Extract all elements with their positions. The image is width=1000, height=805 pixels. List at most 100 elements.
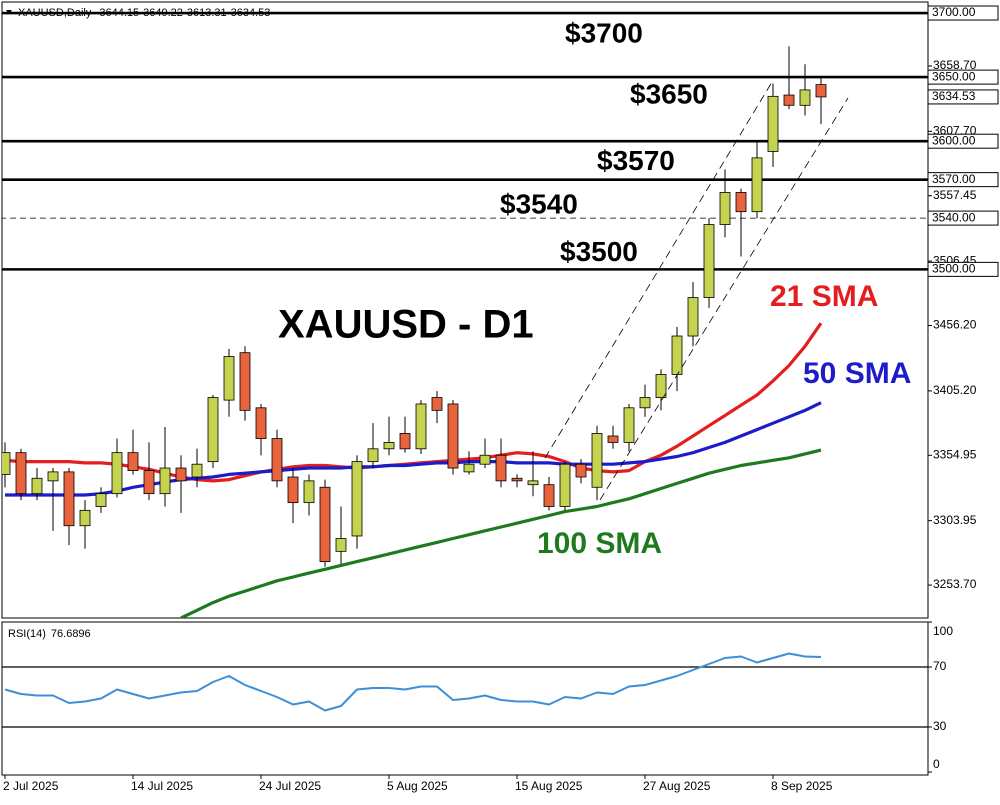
candle-body xyxy=(383,442,395,450)
candle-body xyxy=(799,89,811,106)
y-tick-label: 3456.20 xyxy=(933,318,977,332)
y-tick-label: 3405.20 xyxy=(933,383,977,397)
price-plot xyxy=(2,11,928,618)
candle-body xyxy=(735,192,747,213)
candle-body xyxy=(47,471,59,482)
candle-body xyxy=(271,438,283,482)
x-tick-label: 15 Aug 2025 xyxy=(515,779,583,793)
candle-body xyxy=(303,480,315,504)
candle-body xyxy=(719,192,731,225)
candle-body xyxy=(415,403,427,450)
level-label: 3540.00 xyxy=(932,210,976,224)
candle-body xyxy=(767,95,779,152)
y-tick-label: 3354.95 xyxy=(933,447,977,461)
candle-body xyxy=(783,94,795,106)
candle-body xyxy=(255,407,267,439)
candle-body xyxy=(127,452,139,472)
level-label: 3600.00 xyxy=(932,133,976,147)
y-tick-label: 3658.70 xyxy=(933,58,977,72)
candle-body xyxy=(687,297,699,337)
overlay: XAUUSD,Daily 3644.15 3649.22 3613.31 3634.53… xyxy=(3,5,999,793)
candle-body xyxy=(479,454,491,465)
level-annotation: $3570 xyxy=(597,145,675,176)
price-pane xyxy=(1,1,929,619)
candle-body xyxy=(63,471,75,527)
candle-body xyxy=(607,435,619,443)
level-label-box xyxy=(927,210,999,226)
level-label-box xyxy=(927,5,999,21)
candle-body xyxy=(287,476,299,504)
rsi-tick-label: 0 xyxy=(933,757,940,771)
candle-body xyxy=(95,493,107,507)
candle-body xyxy=(399,433,411,450)
header-high: 3649.22 xyxy=(143,7,183,19)
sma-label: 50 SMA xyxy=(803,357,911,390)
x-tick-label: 5 Aug 2025 xyxy=(387,779,448,793)
sma-line xyxy=(5,401,822,497)
candle-body xyxy=(159,467,171,495)
y-tick-label: 3557.45 xyxy=(933,188,977,202)
level-label: 3570.00 xyxy=(932,172,976,186)
level-label: 3700.00 xyxy=(932,5,976,19)
header-low: 3613.31 xyxy=(187,7,227,19)
rsi-plot xyxy=(2,652,928,728)
x-tick-label: 2 Jul 2025 xyxy=(3,779,59,793)
candle-body xyxy=(655,374,667,398)
level-label: 3650.00 xyxy=(932,69,976,83)
candle-body xyxy=(351,461,363,537)
candle-body xyxy=(111,452,123,495)
header-open: 3644.15 xyxy=(99,7,139,19)
level-label-box xyxy=(927,69,999,85)
x-tick-label: 24 Jul 2025 xyxy=(259,779,321,793)
y-tick-label: 3253.70 xyxy=(933,577,977,591)
candle-body xyxy=(367,448,379,463)
sma-label: 21 SMA xyxy=(770,280,878,313)
candle-body xyxy=(447,403,459,469)
level-label-box xyxy=(927,133,999,149)
candle-body xyxy=(511,477,523,482)
rsi-header: RSI(14) 76.6896 xyxy=(8,628,91,640)
symbol-header: XAUUSD,Daily 3644.15 3649.22 3613.31 3634.53 xyxy=(18,7,270,19)
level-annotation: $3500 xyxy=(560,236,638,267)
level-annotation: $3540 xyxy=(500,188,578,219)
candle-body xyxy=(191,463,203,478)
candle-body xyxy=(703,224,715,298)
x-tick-label: 14 Jul 2025 xyxy=(131,779,193,793)
candle-body xyxy=(575,463,587,478)
candle-body xyxy=(591,433,603,488)
candle-body xyxy=(319,486,331,563)
y-tick-label: 3303.95 xyxy=(933,513,977,527)
level-label: 3500.00 xyxy=(932,262,976,276)
candle-body xyxy=(31,477,43,495)
channel-lower xyxy=(599,97,849,501)
candle-body xyxy=(543,484,555,507)
chart-title: XAUUSD - D1 xyxy=(278,303,534,347)
candle-body xyxy=(815,84,827,98)
candle-body xyxy=(623,407,635,443)
header-close: 3634.53 xyxy=(231,7,271,19)
candle-body xyxy=(335,538,347,552)
candle-body xyxy=(431,397,443,411)
candle-body xyxy=(223,356,235,401)
x-tick-label: 27 Aug 2025 xyxy=(643,779,711,793)
rsi-last: 76.6896 xyxy=(51,628,91,640)
candle-body xyxy=(79,509,91,527)
candle-body xyxy=(143,470,155,495)
candle-body xyxy=(559,463,571,507)
rsi-tick-label: 100 xyxy=(933,624,953,638)
rsi-title: RSI(14) xyxy=(8,628,46,640)
x-tick-label: 8 Sep 2025 xyxy=(771,779,833,793)
level-label-box xyxy=(927,261,999,277)
candle-body xyxy=(751,157,763,213)
candle-body xyxy=(527,480,539,486)
candle-body xyxy=(239,352,251,411)
candle-body xyxy=(671,335,683,375)
menu-arrow xyxy=(6,10,12,14)
candle-body xyxy=(207,397,219,463)
channel-upper xyxy=(544,81,773,459)
sma-label: 100 SMA xyxy=(537,527,662,560)
candle-body xyxy=(15,452,27,495)
